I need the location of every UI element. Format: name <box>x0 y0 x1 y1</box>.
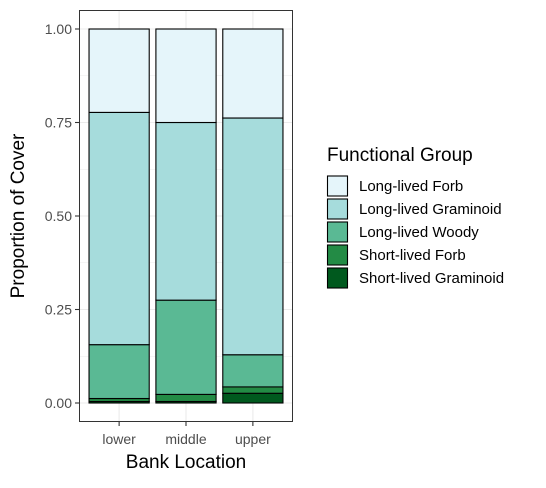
x-axis-title: Bank Location <box>126 452 246 473</box>
y-tick-label: 1.00 <box>45 21 72 37</box>
y-axis-title: Proportion of Cover <box>8 133 29 298</box>
legend-label: Long-lived Woody <box>359 224 479 241</box>
y-tick-label: 0.00 <box>45 395 72 411</box>
bar-segment <box>88 28 150 113</box>
bar-segment <box>155 121 217 301</box>
bar-segment <box>155 28 217 124</box>
bar-segment <box>88 111 150 346</box>
legend-swatch <box>326 175 349 197</box>
legend-swatch <box>326 244 349 266</box>
bar-segment <box>222 392 284 404</box>
x-tick-label: lower <box>102 431 136 447</box>
y-tick-label: 0.25 <box>45 302 72 318</box>
x-tick-label: upper <box>235 431 271 447</box>
legend-swatch <box>326 221 349 243</box>
bar-segment <box>222 117 284 356</box>
legend-swatch <box>326 198 349 220</box>
legend-label: Long-lived Forb <box>359 178 463 195</box>
legend-label: Short-lived Graminoid <box>359 270 504 287</box>
x-axis: lower middle upper <box>102 422 271 447</box>
legend-label: Long-lived Graminoid <box>359 201 502 218</box>
bar-segment <box>155 393 217 403</box>
y-axis: 0.00 0.25 0.50 0.75 1.00 <box>45 21 79 411</box>
bar-segment <box>222 354 284 388</box>
bar-segment <box>155 299 217 395</box>
legend-label: Short-lived Forb <box>359 247 466 264</box>
bar-segment <box>88 344 150 400</box>
bar-segment <box>222 28 284 119</box>
legend-swatch <box>326 267 349 289</box>
legend: Functional Group Long-lived Forb Long-liv… <box>326 145 504 289</box>
plot-border <box>79 10 293 422</box>
y-tick-label: 0.50 <box>45 208 72 224</box>
bar-segment <box>222 386 284 394</box>
x-tick-label: middle <box>165 431 206 447</box>
bars <box>88 28 284 404</box>
legend-title: Functional Group <box>327 145 473 166</box>
y-tick-label: 0.75 <box>45 115 72 131</box>
